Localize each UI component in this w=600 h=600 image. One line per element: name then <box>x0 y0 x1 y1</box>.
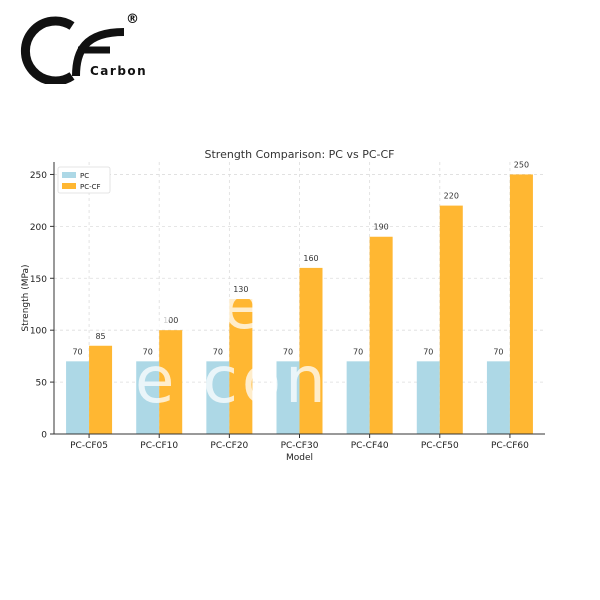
bar-value-label: 130 <box>233 285 248 294</box>
bar-value-label: 70 <box>353 347 363 356</box>
pc-cf-bar <box>509 174 533 434</box>
bar-value-label: 190 <box>374 223 389 232</box>
strength-bar-chart: Strength Comparison: PC vs PC-CF 0 50 100 15… <box>21 148 545 460</box>
x-axis-label: Model <box>286 453 313 460</box>
pc-bar <box>66 361 90 434</box>
bar-value-label: 85 <box>95 332 105 341</box>
bar-chart-container: Strength Comparison: PC vs PC-CF 0 50 100 15… <box>0 140 600 460</box>
legend-swatch <box>62 183 76 189</box>
bar-value-label: 70 <box>423 347 433 356</box>
pc-cf-bar <box>159 330 183 434</box>
x-tick-label: PC-CF40 <box>351 441 389 451</box>
legend-label: PC-CF <box>80 183 101 191</box>
registered-mark: ® <box>126 12 139 27</box>
bar-value-label: 70 <box>213 347 223 356</box>
y-tick-label: 100 <box>30 327 47 337</box>
x-tick-label: PC-CF50 <box>421 441 459 451</box>
bar-value-label: 70 <box>283 347 293 356</box>
pc-bar <box>416 361 440 434</box>
pc-cf-bar <box>229 299 253 434</box>
pc-cf-bar <box>439 205 463 434</box>
bar-value-label: 220 <box>444 192 459 201</box>
brand-logo <box>14 12 149 86</box>
x-tick-label: PC-CF10 <box>140 441 178 451</box>
y-tick-label: 50 <box>36 379 48 389</box>
bar-value-label: 70 <box>143 347 153 356</box>
x-tick-label: PC-CF30 <box>281 441 319 451</box>
legend-swatch <box>62 172 76 178</box>
bar-value-label: 160 <box>303 254 318 263</box>
chart-title: Strength Comparison: PC vs PC-CF <box>205 148 395 161</box>
x-tick-label: PC-CF20 <box>210 441 248 451</box>
legend-label: PC <box>80 172 89 180</box>
bar-value-label: 70 <box>493 347 503 356</box>
pc-bar <box>486 361 510 434</box>
x-tick-label: PC-CF60 <box>491 441 529 451</box>
bar-value-label: 70 <box>72 347 82 356</box>
pc-bar <box>136 361 160 434</box>
bar-value-label: 250 <box>514 160 529 169</box>
logo-wordmark: Carbon <box>90 64 148 78</box>
y-tick-label: 0 <box>41 431 47 441</box>
cf-logo-mark <box>20 16 125 86</box>
bar-value-label: 100 <box>163 316 178 325</box>
pc-bar <box>206 361 230 434</box>
pc-cf-bar <box>89 345 113 434</box>
y-axis-label: Strength (MPa) <box>21 264 31 331</box>
x-tick-label: PC-CF05 <box>70 441 108 451</box>
pc-bar <box>346 361 370 434</box>
y-tick-label: 150 <box>30 275 47 285</box>
y-tick-label: 250 <box>30 171 47 181</box>
y-tick-label: 200 <box>30 223 47 233</box>
pc-bar <box>276 361 300 434</box>
pc-cf-bar <box>369 236 393 434</box>
pc-cf-bar <box>299 267 323 434</box>
